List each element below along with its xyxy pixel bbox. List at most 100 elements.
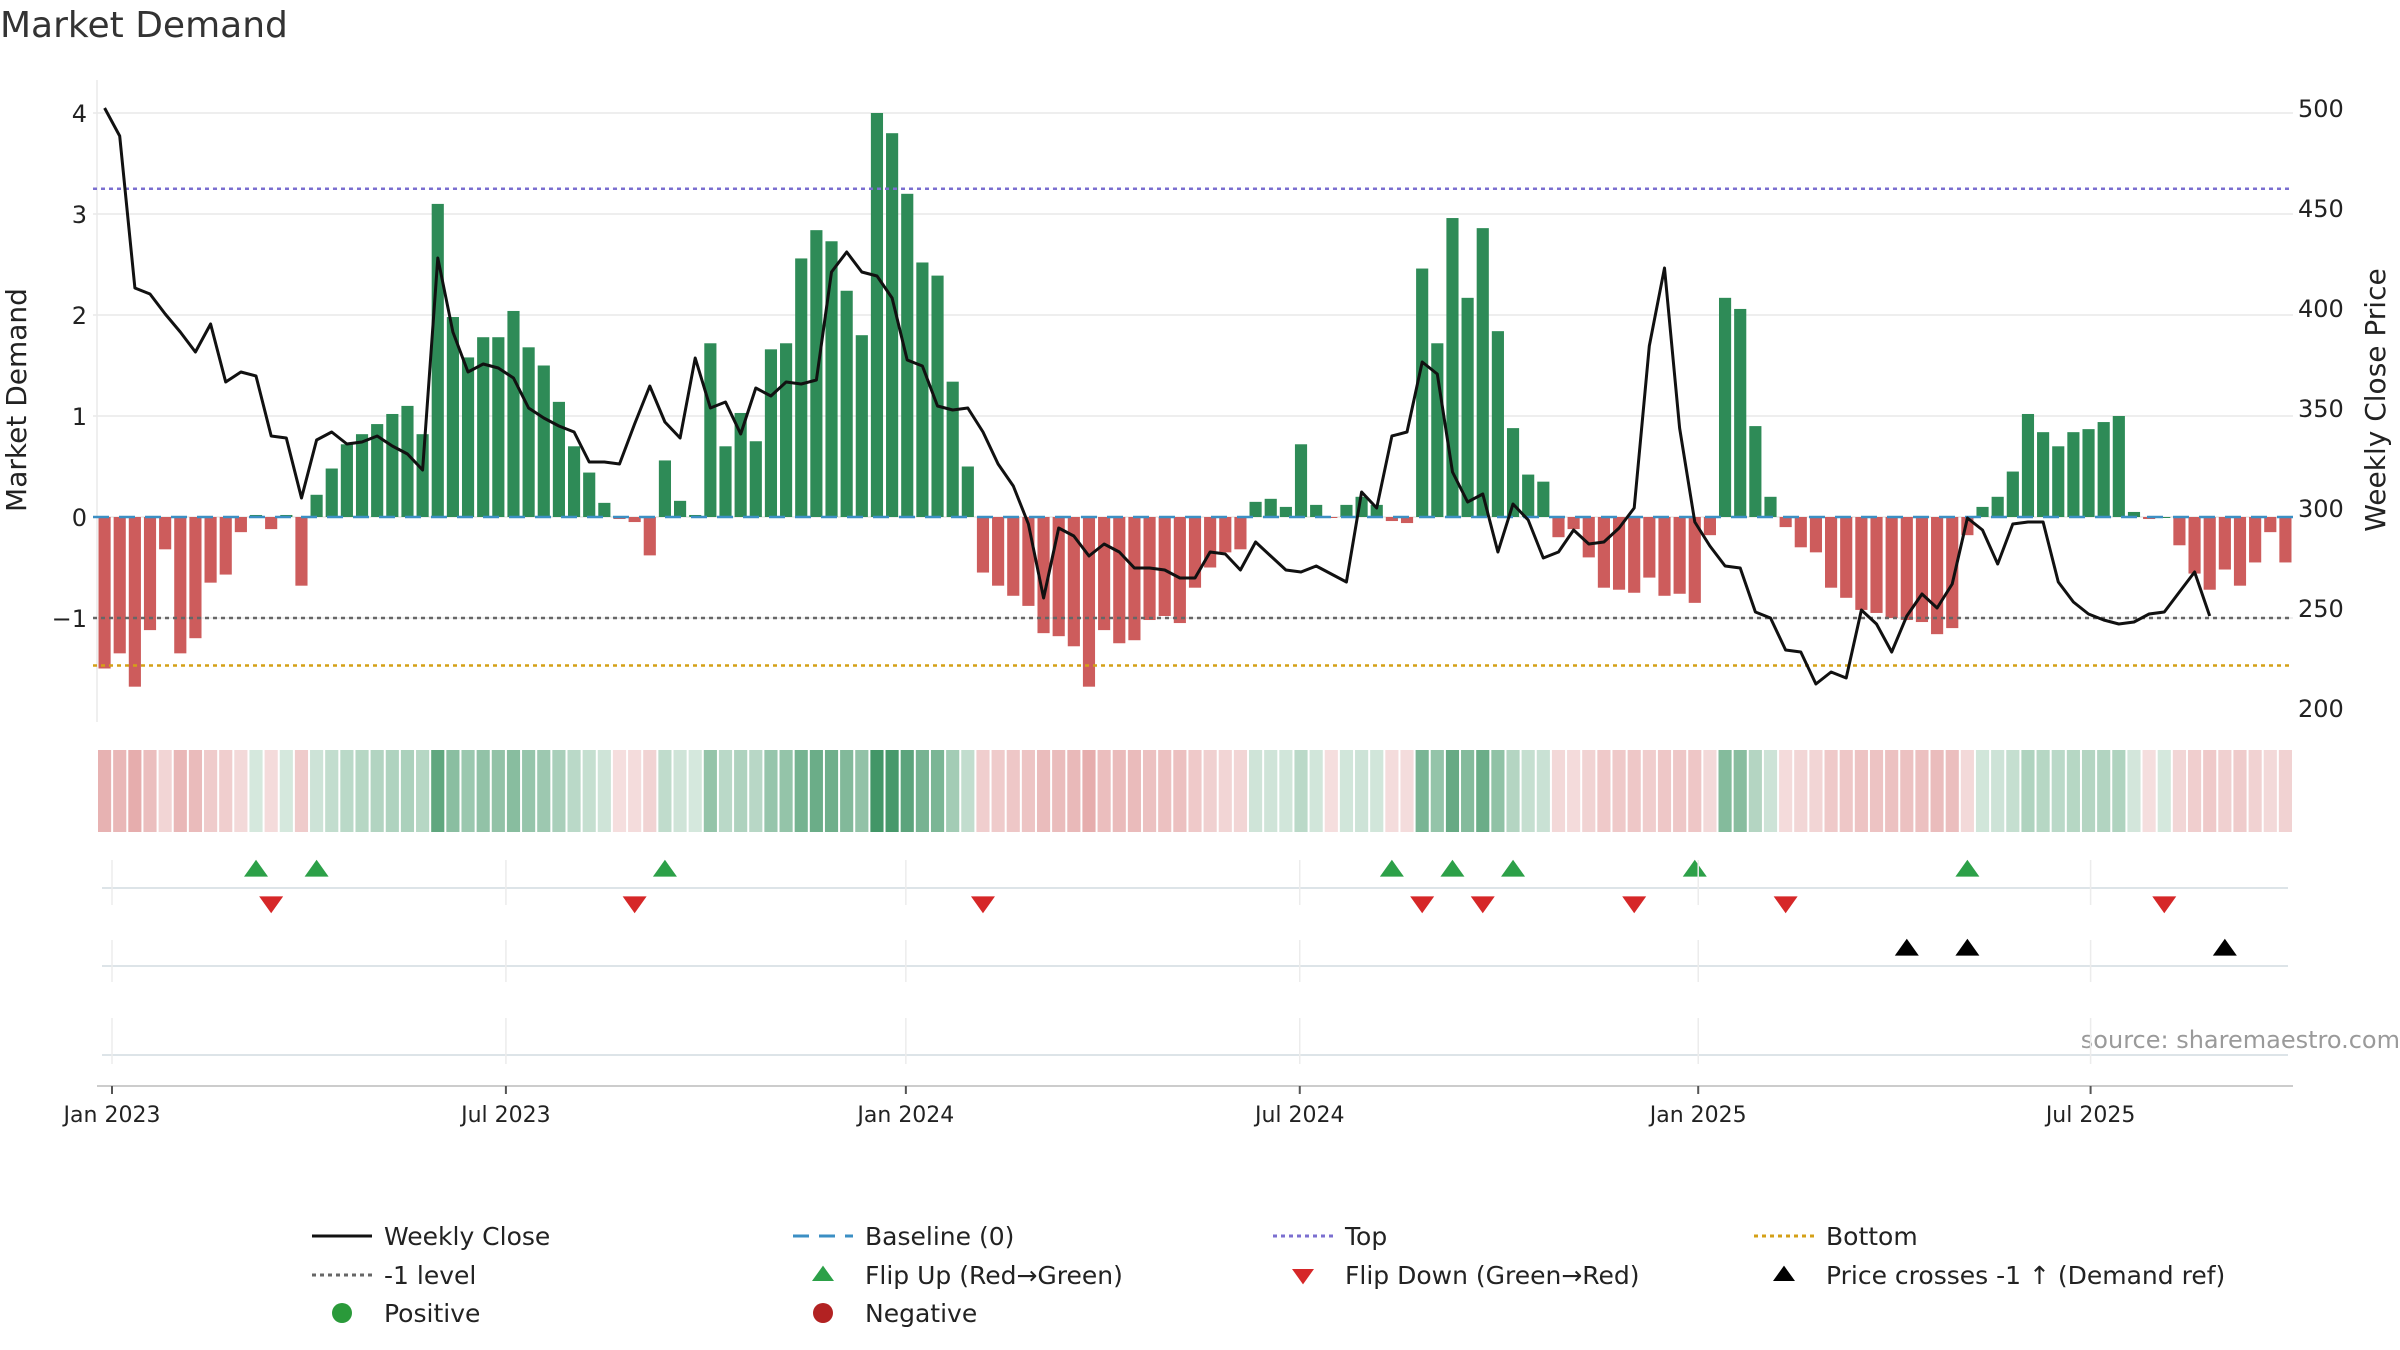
y-tick-label: 4 <box>72 100 87 128</box>
heat-cell <box>1097 750 1111 832</box>
heat-cell <box>1006 750 1020 832</box>
demand-bar <box>1582 517 1595 558</box>
demand-bar <box>1688 517 1701 603</box>
y-tick-label: −1 <box>52 605 87 633</box>
heat-cell <box>2142 750 2156 832</box>
demand-bar <box>386 413 399 517</box>
heat-cell <box>2127 750 2141 832</box>
heat-cell <box>1733 750 1747 832</box>
heat-cell <box>1294 750 1308 832</box>
y-tick-label: 1 <box>72 403 87 431</box>
demand-bar <box>537 365 550 517</box>
demand-bar <box>2097 422 2110 517</box>
heat-cell <box>764 750 778 832</box>
flip-up-marker <box>244 859 269 877</box>
legend-item: Price crosses -1 ↑ (Demand ref) <box>1773 1261 2225 1290</box>
demand-bar <box>1340 504 1353 517</box>
y-tick-label: 0 <box>72 504 87 532</box>
demand-bar <box>340 444 353 517</box>
demand-bar <box>1234 517 1247 550</box>
demand-bar <box>1370 504 1383 517</box>
demand-bar <box>1416 268 1429 517</box>
demand-bar <box>310 494 323 517</box>
demand-bar <box>1294 444 1308 517</box>
heat-cell <box>1249 750 1263 832</box>
flip-down-marker <box>1470 896 1495 914</box>
price-cross-panel <box>102 938 2288 967</box>
heat-cell <box>2097 750 2111 832</box>
heat-cell <box>1491 750 1505 832</box>
demand-bar <box>1779 517 1792 528</box>
heat-cell <box>1703 750 1717 832</box>
heat-cell <box>976 750 990 832</box>
legend-item: Flip Up (Red→Green) <box>812 1261 1123 1290</box>
heat-cell <box>2278 750 2292 832</box>
heat-cell <box>1370 750 1384 832</box>
demand-bar <box>2233 517 2247 586</box>
demand-bar <box>2021 413 2035 517</box>
heat-cell <box>128 750 142 832</box>
heat-cell <box>643 750 657 832</box>
heat-cell <box>2218 750 2232 832</box>
y2-tick-label: 400 <box>2298 295 2344 323</box>
demand-bar <box>416 434 429 517</box>
legend-swatch-circle <box>332 1303 352 1323</box>
heat-cell <box>718 750 733 832</box>
demand-bar <box>840 290 853 517</box>
demand-bar <box>795 258 808 517</box>
heat-cell <box>340 750 354 832</box>
reference-lines <box>93 187 2293 667</box>
demand-bar <box>1764 496 1777 517</box>
heat-cell <box>628 750 642 832</box>
chart-title: Market Demand <box>0 5 288 46</box>
demand-bar <box>976 517 990 573</box>
flip-up-marker <box>1955 859 1980 877</box>
demand-bar <box>2279 517 2292 563</box>
heat-cell <box>794 750 808 832</box>
heat-cell <box>1521 750 1535 832</box>
demand-bar <box>1597 517 1610 588</box>
heat-cell <box>113 750 127 832</box>
demand-bar <box>1113 517 1126 644</box>
demand-bar <box>1703 517 1716 536</box>
heat-cell <box>1430 750 1444 832</box>
legend-item: Baseline (0) <box>793 1222 1014 1251</box>
demand-bar <box>2127 511 2141 517</box>
legend-label: -1 level <box>384 1261 476 1290</box>
demand-bar <box>1931 517 1944 635</box>
heat-cell <box>1900 750 1914 832</box>
demand-bar <box>1400 517 1414 524</box>
demand-bar <box>234 517 247 533</box>
heat-cell <box>1582 750 1596 832</box>
demand-bar <box>1552 517 1565 538</box>
demand-bar <box>522 347 535 517</box>
heat-cell <box>1082 750 1096 832</box>
price-cross-marker <box>1955 938 1980 956</box>
demand-bar <box>2067 432 2080 517</box>
demand-bar <box>1976 506 1989 517</box>
source-watermark: source: sharemaestro.com <box>2081 1026 2400 1054</box>
demand-bar <box>2188 517 2201 574</box>
heat-cell <box>143 750 157 832</box>
heat-cell <box>809 750 823 832</box>
heat-cell <box>325 750 339 832</box>
heat-cell <box>234 750 248 832</box>
empty-panel <box>102 860 2288 1064</box>
y2-tick-label: 450 <box>2298 195 2344 223</box>
x-tick-label: Jul 2025 <box>2044 1103 2136 1128</box>
heat-cell <box>749 750 763 832</box>
demand-bar <box>780 343 793 517</box>
heat-cell <box>930 750 945 832</box>
flip-down-marker <box>2152 896 2177 914</box>
heat-cell <box>915 750 929 832</box>
demand-bar <box>1325 517 1338 519</box>
demand-bar <box>1128 517 1141 641</box>
heat-cell <box>1400 750 1414 832</box>
heat-cell <box>824 750 839 832</box>
demand-bar <box>992 517 1005 586</box>
demand-bar <box>1612 517 1626 590</box>
y2-tick-label: 200 <box>2298 695 2344 723</box>
demand-bar <box>1946 517 1959 629</box>
demand-bar <box>1522 474 1535 517</box>
price-cross-marker <box>1894 938 1919 956</box>
